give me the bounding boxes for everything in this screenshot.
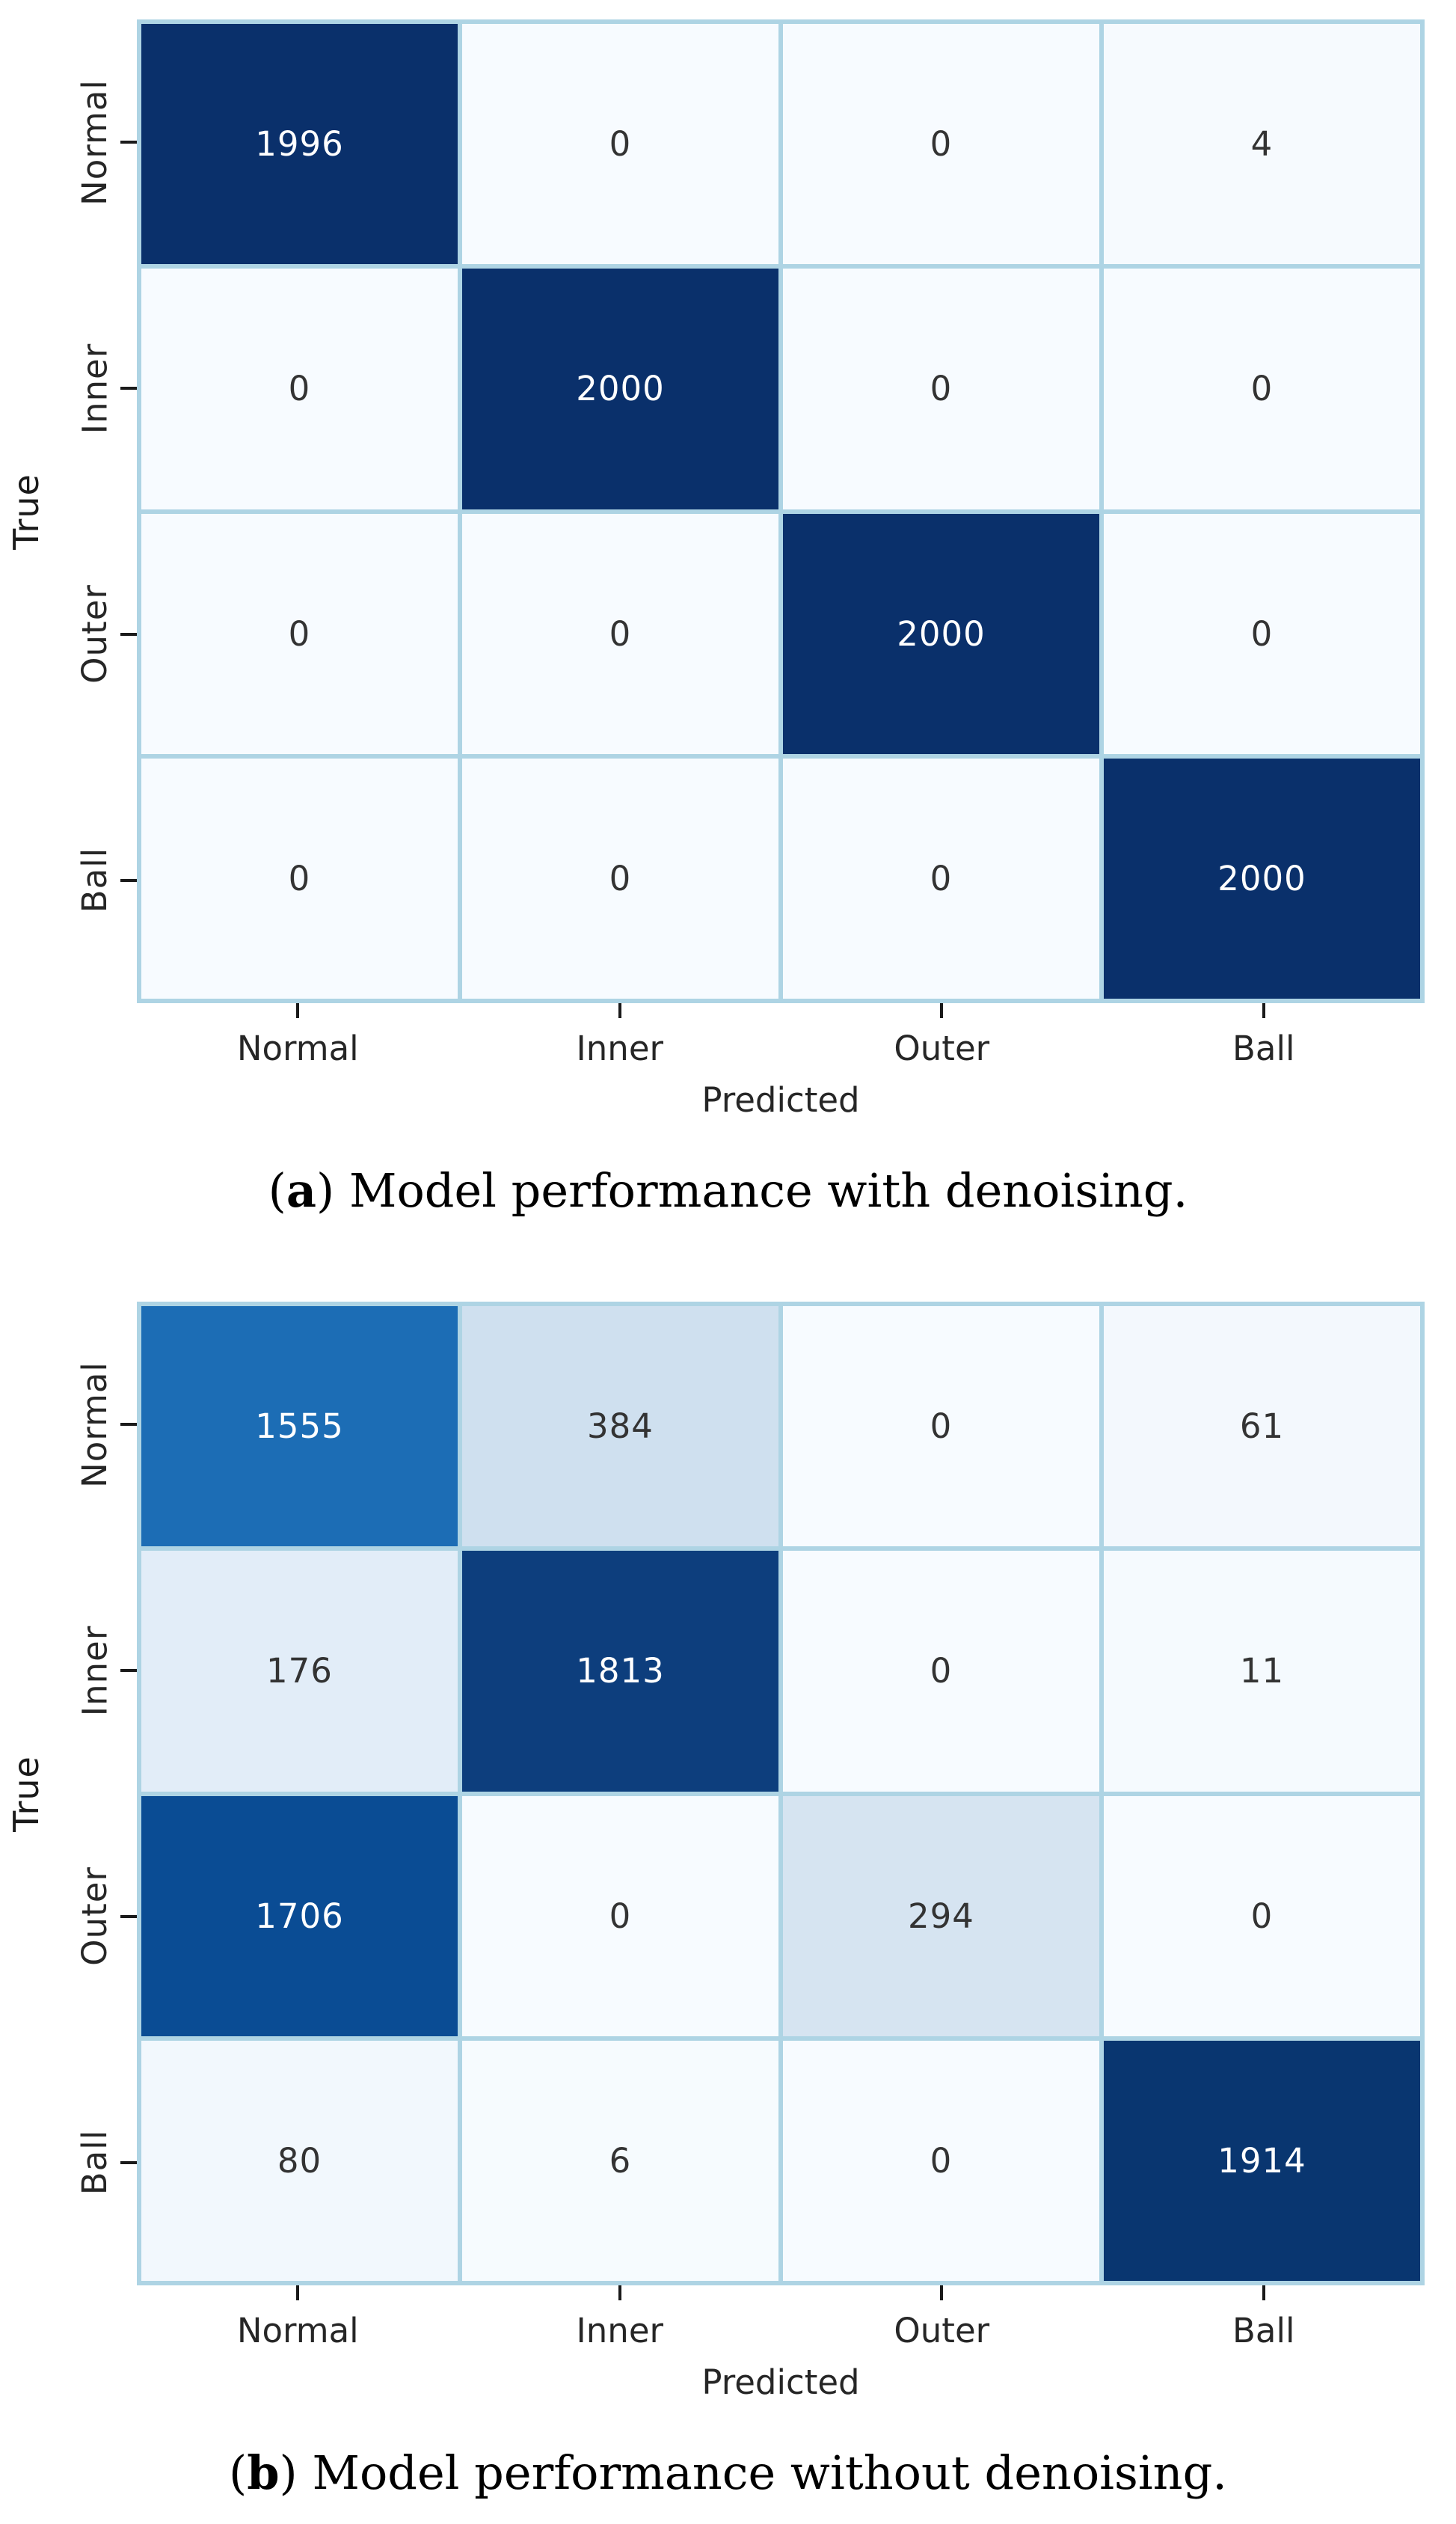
x-tick-mark	[1262, 2285, 1265, 2300]
x-tick-mark	[618, 2285, 621, 2300]
heatmap-cell: 0	[462, 1795, 778, 2036]
heatmap-cell: 61	[1104, 1306, 1420, 1547]
figure-b: True Normal Inner Outer Ball	[0, 1302, 1456, 2501]
heatmap-cell: 0	[783, 758, 1099, 999]
y-tick-mark	[120, 878, 137, 882]
y-tick-mark	[120, 387, 137, 390]
y-tick-normal: Normal	[52, 19, 137, 266]
y-tick-outer: Outer	[52, 1794, 137, 2040]
heatmap-cell: 1813	[462, 1551, 778, 1792]
y-tick-mark	[120, 1669, 137, 1673]
heatmap-cell: 1706	[141, 1795, 458, 2036]
figure-a-yticks: Normal Inner Outer Ball	[52, 19, 137, 1003]
y-tick-inner: Inner	[52, 1548, 137, 1794]
heatmap-cell: 11	[1104, 1551, 1420, 1792]
y-axis-label: True	[6, 473, 46, 550]
y-tick-normal: Normal	[52, 1302, 137, 1548]
heatmap-cell: 0	[141, 513, 458, 754]
y-tick-mark	[120, 1914, 137, 1918]
heatmap-cell: 80	[141, 2040, 458, 2281]
heatmap-cell: 294	[783, 1795, 1099, 2036]
heatmap-cell: 0	[141, 269, 458, 509]
y-tick-mark	[120, 632, 137, 636]
heatmap-cell: 1555	[141, 1306, 458, 1547]
x-tick-mark	[296, 2285, 300, 2300]
y-tick-inner: Inner	[52, 266, 137, 512]
x-tick-mark	[940, 1003, 944, 1018]
heatmap-cell: 6	[462, 2040, 778, 2281]
x-tick-normal: Normal	[137, 2285, 459, 2350]
x-tick-ball: Ball	[1103, 1003, 1425, 1068]
y-tick-mark	[120, 2160, 137, 2164]
figure-b-plot: True Normal Inner Outer Ball	[0, 1302, 1456, 2285]
heatmap-cell: 1914	[1104, 2040, 1420, 2281]
heatmap-cell: 0	[1104, 269, 1420, 509]
x-axis-label: Predicted	[701, 2362, 860, 2402]
x-tick-mark	[296, 1003, 300, 1018]
y-axis-label: True	[6, 1755, 46, 1832]
y-tick-ball: Ball	[52, 757, 137, 1003]
x-tick-ball: Ball	[1103, 2285, 1425, 2350]
heatmap-cell: 2000	[1104, 758, 1420, 999]
heatmap-cell: 2000	[462, 269, 778, 509]
figure-a-ylabel-col: True	[0, 19, 52, 1003]
figure-a-xticks: Normal Inner Outer Ball	[137, 1003, 1425, 1068]
heatmap-cell: 176	[141, 1551, 458, 1792]
y-tick-ball: Ball	[52, 2039, 137, 2285]
x-tick-mark	[1262, 1003, 1265, 1018]
x-tick-outer: Outer	[781, 1003, 1103, 1068]
x-tick-normal: Normal	[137, 1003, 459, 1068]
x-tick-inner: Inner	[459, 1003, 781, 1068]
y-tick-mark	[120, 1423, 137, 1427]
heatmap-cell: 0	[141, 758, 458, 999]
y-tick-outer: Outer	[52, 512, 137, 758]
figure-b-ylabel-col: True	[0, 1302, 52, 2285]
heatmap-cell: 0	[462, 24, 778, 265]
heatmap-cell: 0	[1104, 513, 1420, 754]
x-tick-mark	[940, 2285, 944, 2300]
figure-b-yticks: Normal Inner Outer Ball	[52, 1302, 137, 2285]
x-tick-inner: Inner	[459, 2285, 781, 2350]
figure-b-xticks: Normal Inner Outer Ball	[137, 2285, 1425, 2350]
figure-a-caption: (a) Model performance with denoising.	[268, 1163, 1188, 1218]
confusion-matrix-a: 1996 0 0 4 0 2000 0 0 0 0 2000 0 0 0 0 2000	[137, 19, 1425, 1003]
heatmap-cell: 0	[783, 2040, 1099, 2281]
heatmap-cell: 2000	[783, 513, 1099, 754]
x-tick-mark	[618, 1003, 621, 1018]
heatmap-cell: 0	[462, 758, 778, 999]
x-tick-outer: Outer	[781, 2285, 1103, 2350]
heatmap-cell: 1996	[141, 24, 458, 265]
figure-b-caption: (b) Model performance without denoising.	[228, 2445, 1227, 2500]
figure-a: True Normal Inner Outer Ball	[0, 19, 1456, 1219]
heatmap-cell: 0	[783, 269, 1099, 509]
heatmap-cell: 0	[783, 1551, 1099, 1792]
heatmap-cell: 0	[462, 513, 778, 754]
confusion-matrix-b: 1555 384 0 61 176 1813 0 11 1706 0 294 0 80 6 0 1914	[137, 1302, 1425, 2285]
heatmap-cell: 384	[462, 1306, 778, 1547]
heatmap-cell: 0	[783, 1306, 1099, 1547]
y-tick-mark	[120, 141, 137, 144]
heatmap-cell: 0	[783, 24, 1099, 265]
heatmap-cell: 4	[1104, 24, 1420, 265]
x-axis-label: Predicted	[701, 1080, 860, 1120]
heatmap-cell: 0	[1104, 1795, 1420, 2036]
figure-a-plot: True Normal Inner Outer Ball	[0, 19, 1456, 1003]
